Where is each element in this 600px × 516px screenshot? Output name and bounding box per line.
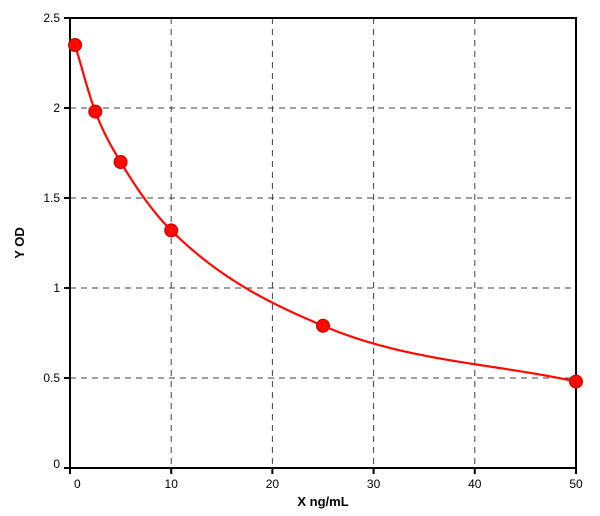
y-axis-label: Y OD xyxy=(12,227,27,259)
data-marker xyxy=(114,156,127,169)
y-tick-label: 0 xyxy=(53,457,60,471)
x-tick-label: 50 xyxy=(569,477,583,491)
data-marker xyxy=(165,224,178,237)
x-tick-label: 10 xyxy=(165,477,179,491)
chart-svg: 0 10 20 30 40 50 0 0.5 1 1.5 2 2.5 X ng/mL Y OD xyxy=(0,0,600,516)
x-axis-label: X ng/mL xyxy=(297,494,348,509)
chart-container: 0 10 20 30 40 50 0 0.5 1 1.5 2 2.5 X ng/mL Y OD xyxy=(0,0,600,516)
data-marker xyxy=(317,319,330,332)
y-tick-label: 2.5 xyxy=(43,11,60,25)
y-tick-label: 1 xyxy=(53,281,60,295)
data-marker xyxy=(570,375,583,388)
y-tick-label: 0.5 xyxy=(43,371,60,385)
data-marker xyxy=(89,105,102,118)
x-tick-label: 20 xyxy=(266,477,280,491)
y-tick-label: 1.5 xyxy=(43,191,60,205)
x-tick-label: 0 xyxy=(74,477,81,491)
data-marker xyxy=(69,39,82,52)
x-tick-label: 30 xyxy=(367,477,381,491)
y-tick-label: 2 xyxy=(53,101,60,115)
x-tick-label: 40 xyxy=(468,477,482,491)
